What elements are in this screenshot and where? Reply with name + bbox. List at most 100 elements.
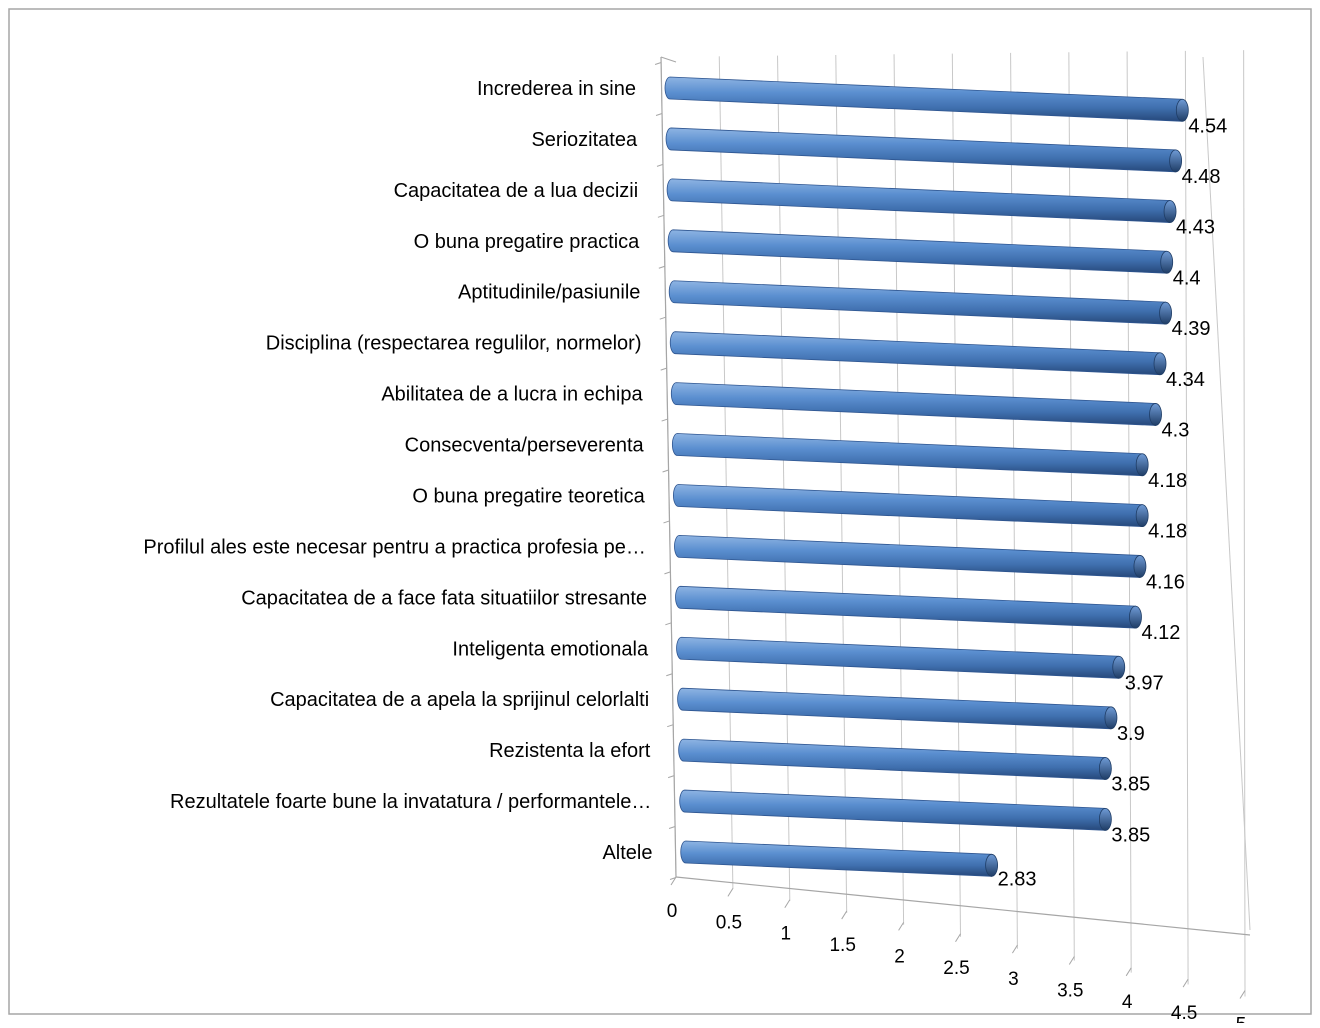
x-tick-label: 4.5 [1171,1003,1197,1023]
data-label: 4.18 [1148,521,1187,543]
y-axis-tick [655,112,663,116]
data-labels: 4.54 4.48 4.43 4.4 4.39 4.34 4.3 4.18 4.18 4.16 4.… [998,115,1228,890]
category-label: Abilitatea de a lucra in echipa [381,384,643,406]
category-label: O buna pregatire practica [414,231,641,253]
data-label: 4.54 [1188,115,1227,137]
x-tick-label: 1 [781,924,792,945]
x-axis-tick [1068,956,1075,965]
y-axis-tick [665,622,672,626]
data-label: 4.16 [1146,571,1185,593]
category-label: Aptitudinile/pasiunile [458,282,640,304]
bar-end-cap [1129,605,1142,629]
bar-end-cap [1175,98,1189,122]
bar [677,687,1112,730]
data-label: 4.48 [1182,166,1221,188]
x-axis-tick [955,933,961,943]
bar-end-cap [1160,250,1174,274]
data-label: 4.12 [1141,622,1180,644]
bar-end-cap [1112,655,1126,679]
data-label: 3.85 [1111,824,1150,846]
bar [679,789,1106,831]
x-tick-label: 3.5 [1057,980,1083,1001]
bar [668,280,1166,325]
bar [673,484,1143,528]
y-axis-tick [661,418,668,422]
bar [676,636,1120,679]
bar [671,433,1143,477]
category-label: Disciplina (respectarea regulilor, norme… [266,333,642,355]
x-axis-tick [841,910,848,920]
bar-end-cap [1169,149,1183,173]
x-tick-label: 1.5 [829,935,855,956]
category-label: Seriozitatea [531,129,637,151]
y-axis-tick [660,367,667,371]
category-label: Capacitatea de a lua decizii [394,180,639,202]
data-label: 3.97 [1125,672,1164,694]
bar-end-cap [1133,555,1147,578]
x-axis-tick [784,899,791,908]
axis-corner [660,56,677,63]
x-tick-label: 2 [894,946,905,967]
category-label: Inteligenta emotionala [452,638,649,660]
category-label: Profilul ales este necesar pentru a prac… [143,536,646,558]
y-axis-tick [656,163,664,167]
bar-end-cap [1104,706,1118,730]
x-tick-label: 2.5 [943,958,969,979]
data-label: 4.4 [1173,267,1201,289]
x-tick-label: 4 [1122,992,1133,1013]
bar-end-cap [1135,453,1149,477]
bar-end-cap [1098,757,1112,780]
x-axis-tick [670,876,677,886]
bar [674,534,1141,578]
bar-end-cap [1159,301,1172,325]
category-labels: Increderea in sine Seriozitatea Capacitate… [143,78,652,864]
bar [680,840,993,877]
y-axis-tick [657,214,665,218]
axes [654,56,1251,999]
x-axis-line [675,876,1251,936]
back-wall-right-edge [1202,56,1251,931]
bar-end-cap [1098,807,1112,831]
bar [665,127,1177,173]
y-axis-tick [666,673,673,677]
x-axis-tick [1182,978,1189,988]
category-label: Increderea in sine [477,78,636,100]
bar-end-cap [985,853,999,877]
x-tick-label: 5 [1236,1015,1247,1023]
x-tick-label: 0.5 [716,912,742,933]
x-tick-label: 0 [667,901,678,922]
data-label: 4.34 [1166,369,1205,391]
bar-end-cap [1135,504,1149,528]
y-axis-tick [668,826,676,830]
data-label: 4.3 [1162,419,1190,441]
data-label: 3.85 [1111,773,1150,795]
y-axis-tick [667,724,674,728]
x-axis-tick [727,888,734,897]
bar-end-cap [1153,352,1167,376]
data-label: 3.9 [1117,723,1145,745]
category-label: Altele [602,842,652,864]
data-label: 4.39 [1172,318,1211,340]
x-gridline [1184,50,1189,985]
y-axis-tick [659,316,666,320]
bar [678,738,1106,780]
x-axis-tick [1125,967,1132,977]
bar [670,382,1156,426]
data-label: 4.43 [1176,217,1215,239]
x-axis-tick [898,922,905,931]
bar [669,331,1161,376]
x-axis-tick [1011,944,1018,954]
bar [675,585,1136,629]
y-axis-line [660,56,677,878]
y-axis-tick [667,775,675,779]
y-axis-tick [664,571,671,575]
data-label: 2.83 [998,868,1037,890]
y-axis-tick [658,265,665,269]
category-label: Capacitatea de a face fata situatiilor s… [241,587,647,609]
category-label: Rezultatele foarte bune la invatatura / … [170,791,651,813]
x-tick-label: 3 [1008,969,1019,990]
y-axis-tick [662,469,669,473]
bar-end-cap [1149,403,1162,426]
